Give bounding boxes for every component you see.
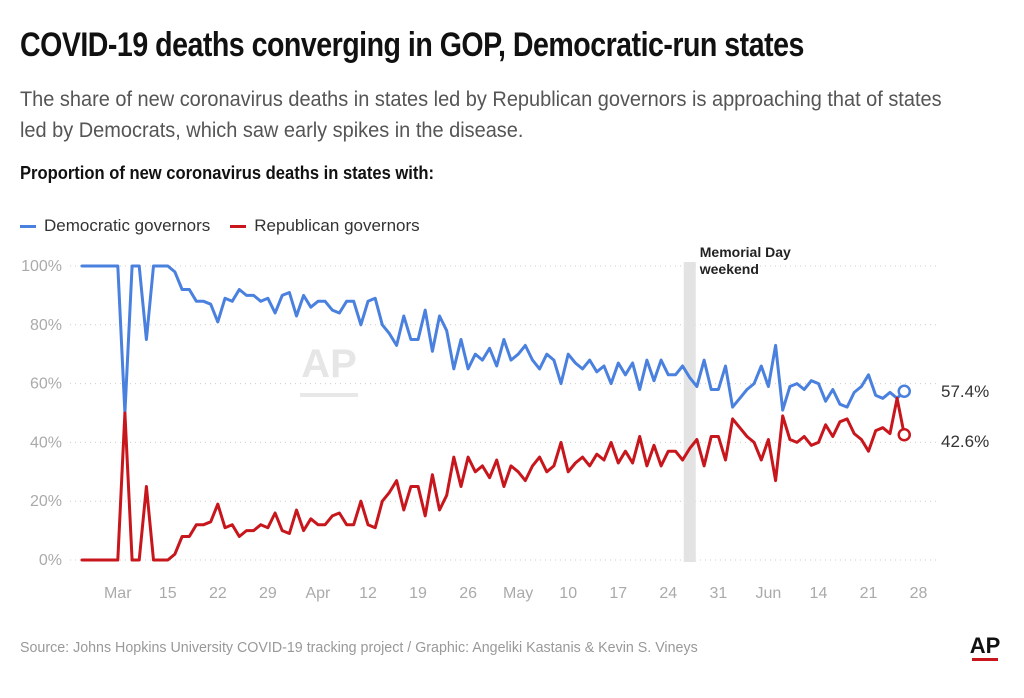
y-tick-label: 80%	[30, 317, 62, 334]
annotation-label: Memorial Day	[700, 244, 791, 260]
chart-heading: Proportion of new coronavirus deaths in …	[20, 163, 435, 183]
x-tick-label: 28	[910, 585, 928, 602]
series-line-democratic	[80, 264, 906, 415]
legend: Democratic governors Republican governor…	[20, 215, 440, 237]
x-tick-label: 29	[259, 585, 277, 602]
x-tick-label: Apr	[305, 585, 331, 602]
x-tick-label: May	[503, 585, 533, 602]
y-tick-label: 40%	[30, 434, 62, 451]
ap-logo-text: AP	[970, 633, 1001, 658]
legend-swatch-republican	[230, 224, 247, 228]
legend-label-democratic: Democratic governors	[44, 216, 211, 235]
x-tick-label: 19	[409, 585, 427, 602]
end-label-republican: 42.6%	[941, 432, 989, 451]
x-tick-label: 14	[810, 585, 828, 602]
x-tick-label: Mar	[104, 585, 132, 602]
x-tick-label: 12	[359, 585, 377, 602]
y-tick-label: 20%	[30, 493, 62, 510]
end-marker-republican	[897, 428, 911, 442]
chart-subtitle: The share of new coronavirus deaths in s…	[20, 88, 942, 142]
legend-item-democratic: Democratic governors	[20, 216, 210, 236]
x-tick-label: 17	[609, 585, 627, 602]
y-tick-label: 60%	[30, 376, 62, 393]
end-label-democratic: 57.4%	[941, 382, 989, 401]
y-tick-label: 0%	[39, 552, 62, 569]
x-tick-label: 21	[860, 585, 878, 602]
chart-title: COVID-19 deaths converging in GOP, Democ…	[20, 26, 804, 64]
x-tick-label: 10	[559, 585, 577, 602]
x-tick-label: 24	[659, 585, 677, 602]
ap-logo: AP	[970, 633, 1001, 661]
y-tick-label: 100%	[21, 258, 62, 275]
x-tick-label: 26	[459, 585, 477, 602]
source-credit: Source: Johns Hopkins University COVID-1…	[20, 639, 698, 656]
legend-label-republican: Republican governors	[254, 216, 420, 235]
ap-logo-underline	[972, 658, 998, 661]
series-line-republican	[80, 396, 906, 562]
x-tick-label: 31	[709, 585, 727, 602]
watermark-text: AP	[301, 342, 357, 386]
x-tick-label: 22	[209, 585, 227, 602]
legend-swatch-democratic	[20, 224, 36, 228]
annotation-label: weekend	[699, 261, 759, 277]
watermark-underline	[300, 393, 358, 397]
end-marker-democratic	[897, 384, 911, 398]
annotation-bar	[683, 262, 696, 562]
x-tick-label: Jun	[756, 585, 782, 602]
legend-item-republican: Republican governors	[230, 216, 420, 236]
x-tick-label: 15	[159, 585, 177, 602]
